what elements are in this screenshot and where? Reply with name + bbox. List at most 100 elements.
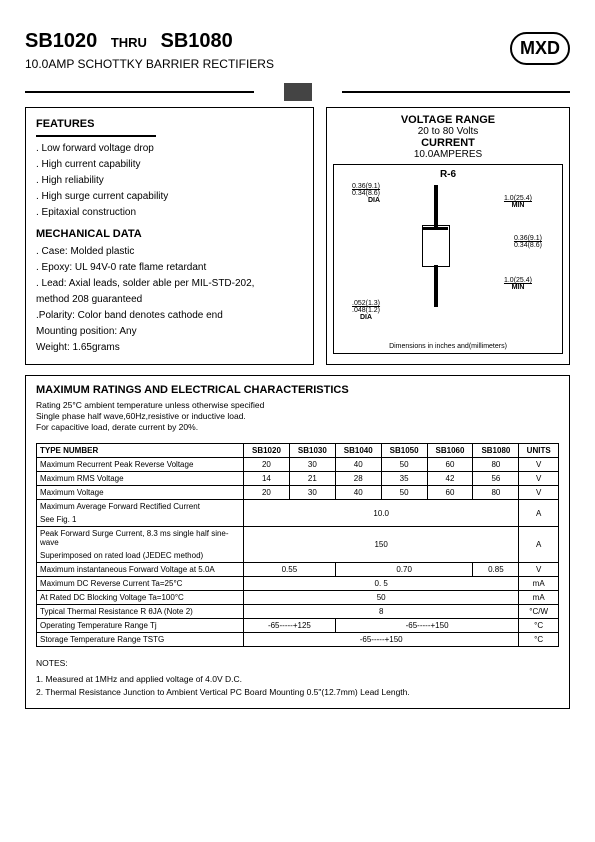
dim-body: 0.36(9.1) 0.34(8.6) <box>514 235 542 249</box>
len1b: 1.0(25.4) <box>504 277 532 284</box>
unit: mA <box>519 591 559 605</box>
table-row: Maximum DC Reverse Current Ta=25°C 0. 5 … <box>37 577 559 591</box>
unit: A <box>519 527 559 563</box>
ratings-table: TYPE NUMBER SB1020 SB1030 SB1040 SB1050 … <box>36 443 559 647</box>
subtitle: 10.0AMP SCHOTTKY BARRIER RECTIFIERS <box>25 57 510 71</box>
cell: 80 <box>473 458 519 472</box>
cell: 0.85 <box>473 563 519 577</box>
cell: 20 <box>244 458 290 472</box>
cell: 60 <box>427 458 473 472</box>
feature-item: . High reliability <box>36 173 303 188</box>
col: SB1080 <box>473 444 519 458</box>
ratings-note: For capacitive load, derate current by 2… <box>36 422 559 433</box>
mech-item: . Lead: Axial leads, solder able per MIL… <box>36 276 303 291</box>
col-units: UNITS <box>519 444 559 458</box>
cell: 8 <box>244 605 519 619</box>
features-panel: FEATURES . Low forward voltage drop . Hi… <box>25 107 314 365</box>
dia-label: DIA <box>368 197 380 204</box>
note-item: 1. Measured at 1MHz and applied voltage … <box>36 673 559 687</box>
ratings-section: MAXIMUM RATINGS AND ELECTRICAL CHARACTER… <box>25 375 570 709</box>
r6-label: R-6 <box>440 169 456 180</box>
col: SB1060 <box>427 444 473 458</box>
features-underline <box>36 135 156 137</box>
part-to: SB1080 <box>161 30 233 52</box>
min-label: 1.0(25.4) MIN <box>504 195 532 209</box>
dim5: .052(1.3) <box>352 300 380 307</box>
row-label: Maximum instantaneous Forward Voltage at… <box>37 563 244 577</box>
current-value: 10.0AMPERES <box>333 149 563 160</box>
ratings-note: Single phase half wave,60Hz,resistive or… <box>36 411 559 422</box>
table-row: Storage Temperature Range TSTG -65-----+… <box>37 633 559 647</box>
divider-right <box>342 91 571 93</box>
title-block: SB1020 THRU SB1080 10.0AMP SCHOTTKY BARR… <box>25 30 510 71</box>
table-row: Maximum instantaneous Forward Voltage at… <box>37 563 559 577</box>
row-label: Maximum Recurrent Peak Reverse Voltage <box>37 458 244 472</box>
cell: 50 <box>244 591 519 605</box>
row-label: Operating Temperature Range Tj <box>37 619 244 633</box>
row-label: At Rated DC Blocking Voltage Ta=100°C <box>37 591 244 605</box>
row-label: Maximum RMS Voltage <box>37 472 244 486</box>
dim-lead: .052(1.3) .048(1.2) DIA <box>352 300 380 321</box>
cell: 40 <box>335 458 381 472</box>
cell: 56 <box>473 472 519 486</box>
table-row: Maximum Recurrent Peak Reverse Voltage 2… <box>37 458 559 472</box>
divider-left <box>25 91 254 93</box>
cell: 30 <box>289 458 335 472</box>
table-row: Maximum RMS Voltage 14 21 28 35 42 56 V <box>37 472 559 486</box>
row-label: Peak Forward Surge Current, 8.3 ms singl… <box>37 527 244 550</box>
col: SB1050 <box>381 444 427 458</box>
ratings-note: Rating 25°C ambient temperature unless o… <box>36 400 559 411</box>
col: SB1030 <box>289 444 335 458</box>
footnotes: NOTES: 1. Measured at 1MHz and applied v… <box>36 657 559 700</box>
cell: 0.55 <box>244 563 336 577</box>
dim4: 0.34(8.6) <box>514 242 542 249</box>
cell: 0.70 <box>335 563 473 577</box>
row-label: Maximum Average Forward Rectified Curren… <box>37 500 244 514</box>
mech-item: . Case: Molded plastic <box>36 244 303 259</box>
voltage-range: 20 to 80 Volts <box>333 126 563 137</box>
table-row: Maximum Voltage 20 30 40 50 60 80 V <box>37 486 559 500</box>
feature-item: . High current capability <box>36 157 303 172</box>
dim2: 0.34(8.6) <box>352 190 380 197</box>
mech-item: .Polarity: Color band denotes cathode en… <box>36 308 303 323</box>
voltage-title: VOLTAGE RANGE <box>333 114 563 126</box>
cell: 35 <box>381 472 427 486</box>
part-from: SB1020 <box>25 30 97 52</box>
col-type: TYPE NUMBER <box>37 444 244 458</box>
dim-label: 0.36(9.1) 0.34(8.6) DIA <box>352 183 380 204</box>
row-label: Maximum DC Reverse Current Ta=25°C <box>37 577 244 591</box>
cell: 28 <box>335 472 381 486</box>
feature-item: . Low forward voltage drop <box>36 141 303 156</box>
feature-item: . High surge current capability <box>36 189 303 204</box>
diode-icon <box>284 83 312 101</box>
cell: 21 <box>289 472 335 486</box>
unit: °C/W <box>519 605 559 619</box>
cell: 50 <box>381 458 427 472</box>
cell: 80 <box>473 486 519 500</box>
diagram-caption: Dimensions in inches and(millimeters) <box>334 343 562 350</box>
logo: MXD <box>510 32 570 65</box>
cathode-band <box>422 227 448 230</box>
col: SB1040 <box>335 444 381 458</box>
note-item: 2. Thermal Resistance Junction to Ambien… <box>36 686 559 700</box>
dim1: 0.36(9.1) <box>352 183 380 190</box>
row-label: Storage Temperature Range TSTG <box>37 633 244 647</box>
mech-item: . Epoxy: UL 94V-0 rate flame retardant <box>36 260 303 275</box>
current-label: CURRENT <box>333 137 563 149</box>
table-row: Typical Thermal Resistance R θJA (Note 2… <box>37 605 559 619</box>
two-column: FEATURES . Low forward voltage drop . Hi… <box>25 107 570 365</box>
voltage-panel: VOLTAGE RANGE 20 to 80 Volts CURRENT 10.… <box>326 107 570 365</box>
cell: 60 <box>427 486 473 500</box>
notes-title: NOTES: <box>36 657 559 671</box>
unit: mA <box>519 577 559 591</box>
dim3: 0.36(9.1) <box>514 235 542 242</box>
dim6: .048(1.2) <box>352 307 380 314</box>
ratings-title: MAXIMUM RATINGS AND ELECTRICAL CHARACTER… <box>36 384 559 396</box>
cell: 30 <box>289 486 335 500</box>
unit: V <box>519 472 559 486</box>
cell: -65-----+125 <box>244 619 336 633</box>
cell: 42 <box>427 472 473 486</box>
row-label: See Fig. 1 <box>37 513 244 527</box>
row-label: Maximum Voltage <box>37 486 244 500</box>
table-row: Operating Temperature Range Tj -65-----+… <box>37 619 559 633</box>
